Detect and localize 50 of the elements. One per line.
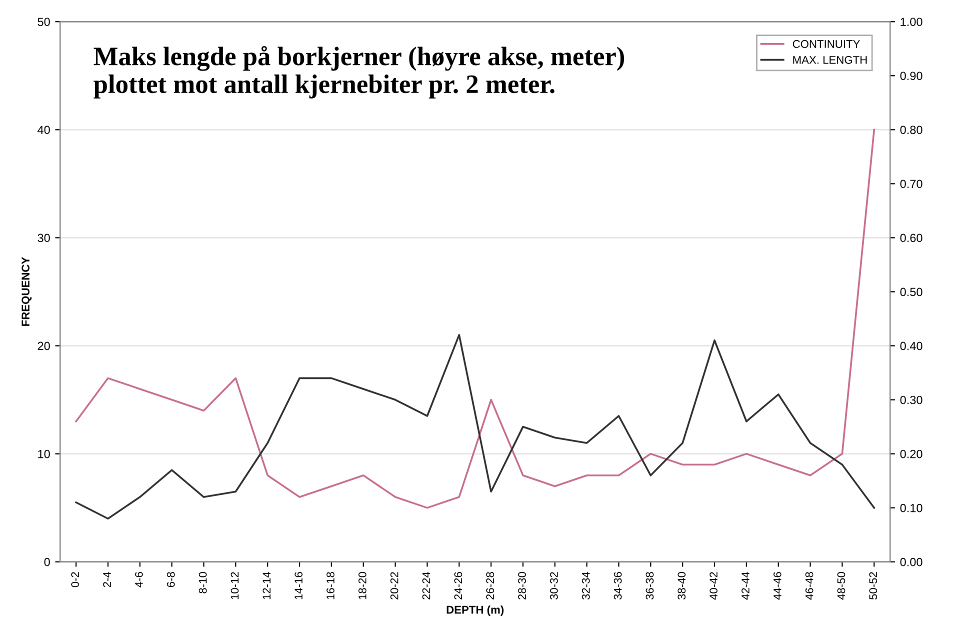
y-tick-label: 20 bbox=[38, 342, 50, 350]
x-tick-label: 28-30 bbox=[518, 572, 526, 600]
y2-tick-label: 0.30 bbox=[900, 396, 922, 404]
x-tick-label: 4-6 bbox=[135, 572, 143, 588]
y-tick-label: 0 bbox=[44, 558, 50, 566]
y2-tick-label: 0.10 bbox=[900, 504, 922, 512]
x-tick-label: 48-50 bbox=[837, 572, 846, 600]
x-tick-label: 36-38 bbox=[646, 572, 654, 600]
x-tick-label: 38-40 bbox=[678, 572, 686, 600]
x-tick-label: 12-14 bbox=[262, 572, 270, 600]
y-axis-title: FREQUENCY bbox=[22, 257, 32, 326]
x-tick-label: 26-28 bbox=[486, 572, 494, 600]
y2-tick-label: 0.40 bbox=[900, 342, 922, 350]
x-tick-label: 40-42 bbox=[710, 572, 718, 600]
x-tick-label: 2-4 bbox=[103, 572, 111, 588]
x-tick-label: 22-24 bbox=[422, 572, 430, 600]
y2-tick-label: 0.00 bbox=[900, 558, 922, 566]
x-tick-label: 30-32 bbox=[550, 572, 558, 600]
y-tick-label: 10 bbox=[38, 450, 50, 458]
line-series bbox=[75, 128, 876, 509]
y-tick-label: 50 bbox=[38, 18, 50, 26]
y2-tick-label: 0.90 bbox=[900, 72, 922, 80]
text: Maks lengde på borkjerner (høyre akse, meter) plottet mot antall kjernebiter pr. 2 meter. bbox=[94, 46, 624, 98]
x-tick-label: 16-18 bbox=[326, 572, 334, 600]
legend-label: MAX. LENGTH bbox=[793, 56, 867, 64]
x-tick-label: 20-22 bbox=[390, 572, 398, 600]
y2-tick-label: 0.80 bbox=[900, 126, 922, 134]
x-tick-label: 46-48 bbox=[805, 572, 814, 600]
y2-tick-label: 0.50 bbox=[900, 288, 922, 296]
y-tick-label: 40 bbox=[38, 126, 50, 134]
x-tick-label: 34-36 bbox=[614, 572, 622, 600]
x-tick-label: 50-52 bbox=[869, 572, 878, 600]
y2-tick-label: 1.00 bbox=[900, 18, 922, 26]
y-tick-label: 30 bbox=[38, 234, 50, 242]
x-tick-label: 10-12 bbox=[230, 572, 239, 600]
x-tick-label: 14-16 bbox=[294, 572, 302, 600]
y2-tick-label: 0.70 bbox=[900, 180, 922, 188]
x-tick-label: 18-20 bbox=[358, 572, 366, 600]
x-tick-label: 32-34 bbox=[582, 572, 590, 600]
x-tick-label: 0-2 bbox=[71, 572, 80, 588]
x-tick-label: 24-26 bbox=[454, 572, 462, 600]
x-tick-label: 42-44 bbox=[742, 572, 750, 600]
y2-tick-label: 0.60 bbox=[900, 234, 922, 242]
x-tick-label: 44-46 bbox=[773, 572, 782, 600]
x-tick-label: 8-10 bbox=[198, 572, 207, 594]
y2-tick-label: 0.20 bbox=[900, 450, 922, 458]
x-axis-title: DEPTH (m) bbox=[446, 606, 504, 616]
line-series bbox=[75, 334, 876, 520]
x-tick-label: 6-8 bbox=[166, 572, 175, 588]
legend-label: CONTINUITY bbox=[792, 40, 860, 48]
